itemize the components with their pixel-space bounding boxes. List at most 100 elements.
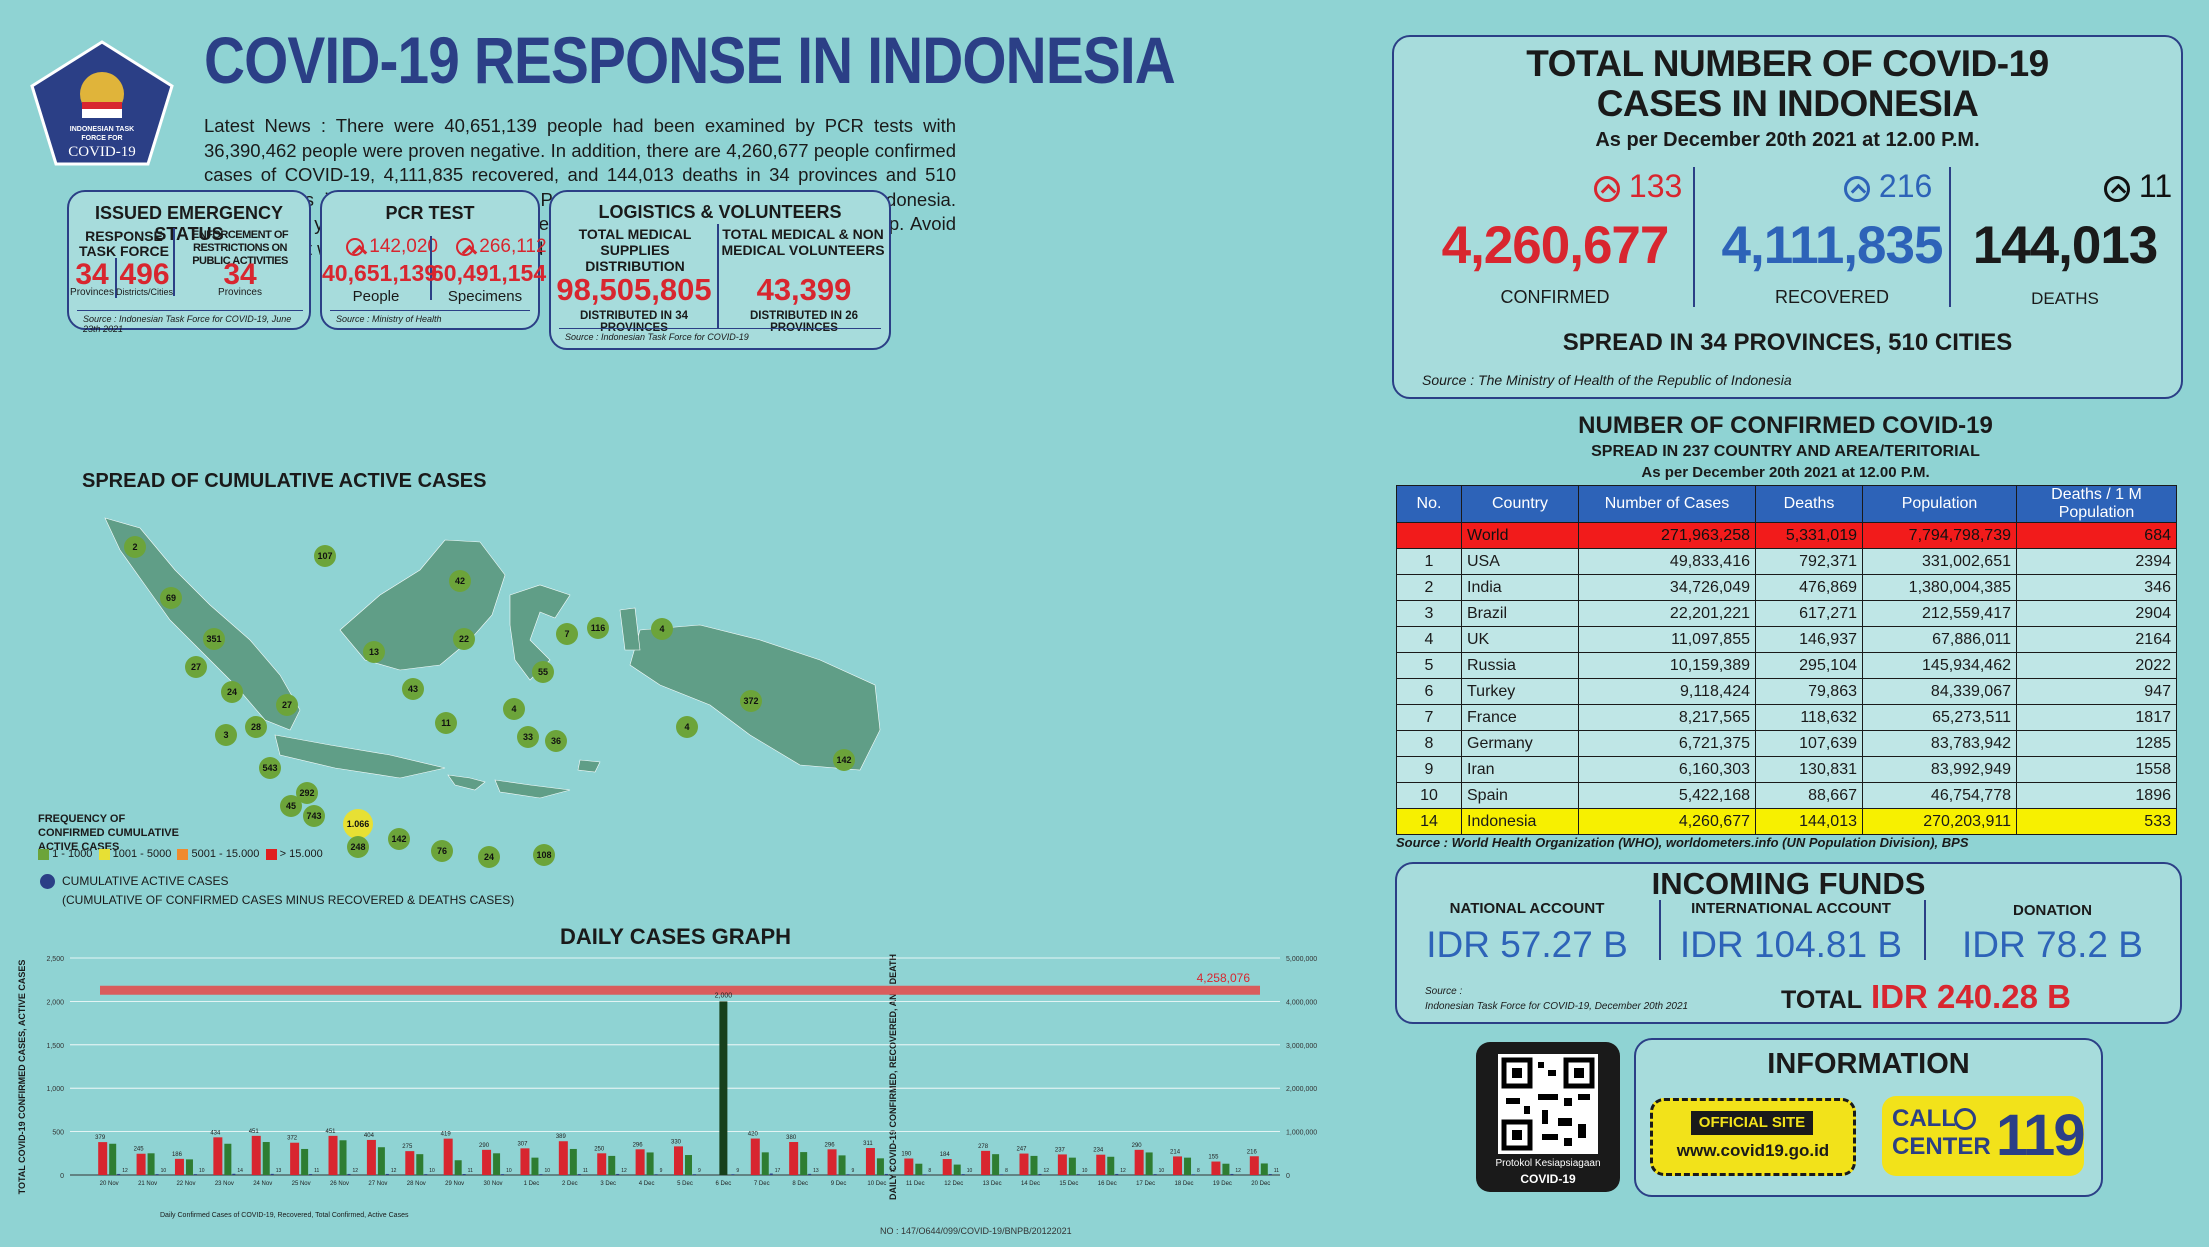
- table-cell: 270,203,911: [1862, 808, 2017, 835]
- y-axis-label: TOTAL COVID-19 CONFIRMED CASES, ACTIVE C…: [17, 959, 27, 1195]
- data-label: 9: [736, 1168, 739, 1174]
- table-cell: 7,794,798,739: [1862, 522, 2017, 549]
- map-dot: 42: [449, 570, 471, 592]
- bar: [224, 1143, 232, 1175]
- international-account-head: INTERNATIONAL ACCOUNT: [1691, 900, 1891, 917]
- bar: [531, 1157, 539, 1175]
- spread-text: SPREAD IN 34 PROVINCES, 510 CITIES: [1562, 329, 2013, 356]
- data-label: 10: [429, 1168, 435, 1174]
- table-cell: 792,371: [1755, 548, 1863, 575]
- bar: [577, 1174, 581, 1175]
- indonesia-map: [100, 500, 890, 820]
- bar: [923, 1174, 927, 1175]
- data-label: 10: [1159, 1168, 1165, 1174]
- divider: [1693, 167, 1695, 307]
- call-center-button[interactable]: CALL CENTER 119: [1882, 1096, 2086, 1176]
- data-label: 10: [506, 1168, 512, 1174]
- bar: [646, 1152, 654, 1175]
- recovered-increase: 216: [1844, 168, 1932, 205]
- bar: [98, 1142, 108, 1175]
- map-legend: 1 - 1000 1001 - 5000 5001 - 15.000 > 15.…: [38, 848, 323, 860]
- y-tick-label: 0: [60, 1173, 64, 1180]
- bar: [193, 1174, 197, 1175]
- map-dot: 33: [517, 726, 539, 748]
- data-label: 214: [1170, 1149, 1181, 1155]
- logo-line3: COVID-19: [68, 144, 136, 160]
- data-label: 10: [199, 1168, 205, 1174]
- doc-number: NO : 147/O644/099/COVID-19/BNPB/20122021: [880, 1226, 1072, 1236]
- bar: [915, 1163, 923, 1175]
- phone-icon: [1954, 1108, 1976, 1130]
- bar: [693, 1174, 696, 1175]
- funds-source-2: Indonesian Task Force for COVID-19, Dece…: [1425, 1001, 1689, 1012]
- data-label: 12: [353, 1168, 359, 1174]
- map-dot: 7: [556, 623, 578, 645]
- map-dot: 108: [533, 844, 555, 866]
- map-dot: 116: [587, 617, 609, 639]
- recovered-inc-value: 216: [1878, 168, 1933, 204]
- x-tick-label: 19 Dec: [1213, 1181, 1232, 1187]
- x-tick-label: 2 Dec: [562, 1181, 578, 1187]
- bar: [213, 1137, 223, 1175]
- bar: [904, 1158, 914, 1175]
- data-label: 186: [172, 1152, 183, 1158]
- bar: [416, 1154, 424, 1175]
- table-cell: 346: [2016, 574, 2177, 601]
- bar: [147, 1153, 155, 1175]
- bar: [838, 1155, 846, 1175]
- confirmed-label: CONFIRMED: [1500, 287, 1610, 307]
- funds-title: INCOMING FUNDS: [1651, 866, 1926, 901]
- bar: [1249, 1156, 1259, 1175]
- map-dot: 13: [363, 641, 385, 663]
- qr-caption-2: COVID-19: [1520, 1172, 1576, 1186]
- table-cell: Indonesia: [1461, 808, 1579, 835]
- bar: [290, 1142, 300, 1175]
- table-header-row: No. Country Number of Cases Deaths Popul…: [1396, 485, 2177, 523]
- chart-legend: Daily Confirmed Cases of COVID-19, Recov…: [160, 1212, 409, 1219]
- map-dot: 4: [503, 698, 525, 720]
- data-label: 184: [940, 1152, 951, 1158]
- bar: [1260, 1163, 1268, 1175]
- table-cell: 1,380,004,385: [1862, 574, 2017, 601]
- volunteers-label: DISTRIBUTED IN 26 PROVINCES: [750, 310, 858, 334]
- bar: [1192, 1174, 1196, 1175]
- bar: [731, 1174, 735, 1175]
- table-cell: [1396, 522, 1462, 549]
- bar: [1000, 1174, 1004, 1175]
- table-cell: UK: [1461, 626, 1579, 653]
- table-cell: 79,863: [1755, 678, 1863, 705]
- table-cell: 1285: [2016, 730, 2177, 757]
- information-title: INFORMATION: [1767, 1048, 1970, 1080]
- data-label: 12: [1043, 1168, 1049, 1174]
- data-label: 8: [928, 1168, 931, 1174]
- map-title: SPREAD OF CUMULATIVE ACTIVE CASES: [82, 470, 487, 492]
- logo-line2: FORCE FOR: [81, 135, 123, 142]
- data-label: 17: [775, 1168, 781, 1174]
- restriction-provinces-label: Provinces: [218, 287, 262, 298]
- bar: [808, 1173, 812, 1175]
- data-label: 12: [122, 1168, 128, 1174]
- table-row: 5 Russia 10,159,389 295,104 145,934,462 2022: [1396, 652, 2177, 679]
- national-account-value: IDR 57.27 B: [1426, 924, 1628, 965]
- active-cases-note: (CUMULATIVE OF CONFIRMED CASES MINUS REC…: [62, 893, 515, 907]
- table-row: 2 India 34,726,049 476,869 1,380,004,385 346: [1396, 574, 2177, 601]
- qr-card[interactable]: Protokol Kesiapsiagaan COVID-19: [1476, 1042, 1620, 1192]
- divider: [1924, 900, 1926, 960]
- deaths-increase: 11: [2104, 168, 2172, 205]
- bar: [1057, 1154, 1067, 1175]
- active-cases-dot-icon: [40, 874, 55, 889]
- data-label: 11: [314, 1168, 319, 1174]
- map-dot: 743: [303, 805, 325, 827]
- table-cell: 49,833,416: [1578, 548, 1756, 575]
- table-row: 8 Germany 6,721,375 107,639 83,783,942 1285: [1396, 730, 2177, 757]
- data-label: 12: [1235, 1168, 1241, 1174]
- volunteers-head: TOTAL MEDICAL & NON MEDICAL VOLUNTEERS: [721, 226, 885, 258]
- bar: [616, 1173, 620, 1175]
- official-site-link[interactable]: OFFICIAL SITE www.covid19.go.id: [1650, 1098, 1856, 1176]
- total-title-1: TOTAL NUMBER OF COVID-19: [1526, 43, 2049, 84]
- bar: [827, 1149, 837, 1175]
- divider: [1949, 167, 1951, 307]
- official-site-url: www.covid19.go.id: [1676, 1141, 1830, 1160]
- bar: [454, 1160, 462, 1175]
- data-label: 9: [852, 1168, 855, 1174]
